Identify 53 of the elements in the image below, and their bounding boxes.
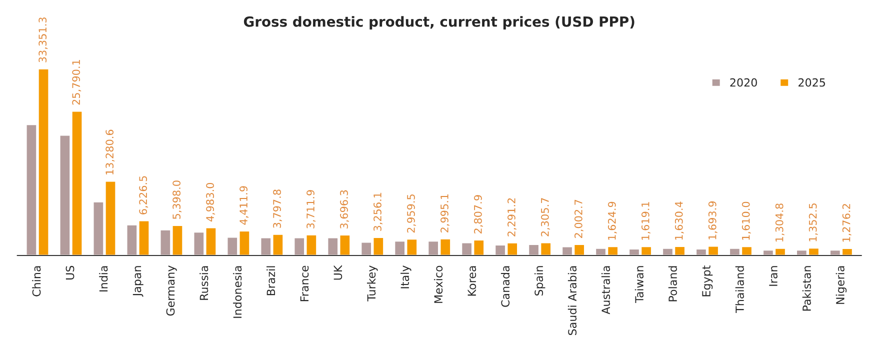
x-tick-label: Canada bbox=[500, 266, 510, 307]
x-tick-label: Mexico bbox=[434, 266, 443, 303]
x-tick-label: Iran bbox=[769, 266, 778, 286]
x-tick-label: UK bbox=[334, 264, 342, 280]
x-tick-label: China bbox=[32, 266, 41, 296]
data-label: 3,711.9 bbox=[306, 190, 316, 228]
x-tick-label: Brazil bbox=[266, 266, 276, 296]
x-tick-label: Italy bbox=[400, 266, 412, 288]
legend-label: 2025 bbox=[798, 78, 826, 87]
data-label: 3,797.8 bbox=[273, 190, 282, 228]
x-tick-label: France bbox=[300, 266, 309, 302]
data-label: 2,995.1 bbox=[440, 194, 450, 232]
data-label: 1,304.8 bbox=[775, 204, 784, 242]
legend-label: 2020 bbox=[730, 78, 757, 87]
data-label: 1,624.9 bbox=[608, 202, 617, 240]
data-label: 3,696.3 bbox=[340, 190, 349, 228]
x-tick-label: Pakistan bbox=[802, 266, 811, 311]
data-label: 4,983.0 bbox=[206, 182, 216, 222]
data-label: 13,280.6 bbox=[106, 130, 115, 174]
x-tick-label: Spain bbox=[534, 266, 546, 296]
x-tick-label: US bbox=[66, 266, 74, 280]
x-tick-label: Japan bbox=[132, 266, 144, 297]
data-label: 1,276.2 bbox=[842, 204, 852, 242]
data-label: 2,305.7 bbox=[540, 198, 550, 236]
x-tick-label: Turkey bbox=[366, 266, 378, 302]
x-tick-label: Australia bbox=[601, 266, 610, 314]
data-label: 33,351.3 bbox=[38, 18, 48, 62]
x-tick-label: Germany bbox=[166, 266, 177, 316]
data-label: 2,959.5 bbox=[407, 194, 416, 233]
data-label: 1,619.1 bbox=[641, 202, 650, 240]
x-tick-label: Saudi Arabia bbox=[568, 266, 577, 335]
data-label: 3,256.1 bbox=[374, 192, 382, 231]
data-label: 2,291.2 bbox=[507, 198, 516, 236]
data-label: 1,693.9 bbox=[708, 201, 718, 240]
data-label: 2,807.9 bbox=[474, 195, 483, 234]
data-label: 4,411.9 bbox=[240, 186, 249, 225]
x-tick-label: India bbox=[99, 266, 108, 292]
data-label: 1,610.0 bbox=[742, 202, 751, 240]
x-tick-label: Taiwan bbox=[634, 266, 644, 304]
x-tick-label: Nigeria bbox=[836, 266, 847, 304]
x-tick-label: Indonesia bbox=[233, 266, 242, 318]
data-label: 1,630.4 bbox=[674, 202, 684, 240]
x-tick-label: Russia bbox=[200, 266, 208, 300]
data-label: 6,226.5 bbox=[139, 176, 148, 214]
x-tick-label: Egypt bbox=[702, 265, 713, 296]
x-tick-label: Korea bbox=[468, 266, 476, 296]
data-label: 5,398.0 bbox=[172, 180, 182, 219]
data-label: 25,790.1 bbox=[72, 60, 82, 105]
data-label: 2,002.7 bbox=[574, 200, 584, 238]
data-label: 1,352.5 bbox=[808, 204, 818, 242]
x-tick-label: Poland bbox=[668, 266, 677, 302]
chart-title: Gross domestic product, current prices (USD PPP) bbox=[244, 16, 634, 30]
x-tick-label: Thailand bbox=[735, 266, 744, 313]
